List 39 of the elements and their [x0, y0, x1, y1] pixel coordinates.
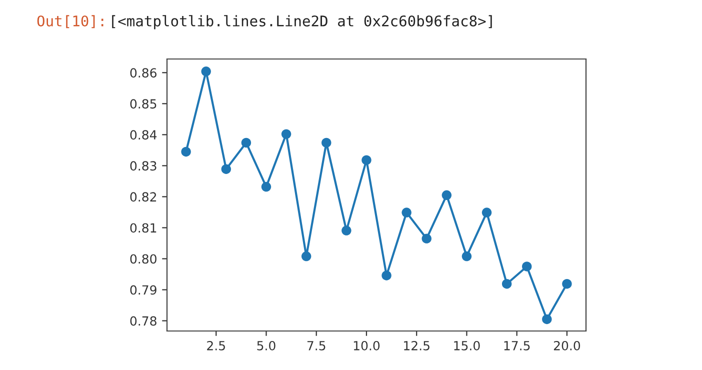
point [201, 66, 211, 76]
x-tick-label: 2.5 [207, 340, 225, 350]
y-tick-label: 0.81 [130, 223, 156, 233]
point [442, 190, 452, 200]
y-tick-label: 0.80 [130, 254, 156, 264]
text: [<matplotlib.lines.Line2D at 0x2c60b96fac8>] [112, 15, 492, 30]
point [522, 262, 532, 272]
y-tick-label: 0.79 [130, 285, 156, 295]
x-tick-label: 12.5 [404, 340, 430, 350]
y-tick-label: 0.83 [130, 161, 156, 171]
point [402, 208, 412, 218]
y-tick-label: 0.84 [130, 130, 157, 140]
point [322, 138, 332, 148]
point [542, 314, 552, 324]
point [281, 129, 292, 139]
point [181, 146, 191, 157]
point [502, 278, 512, 289]
x-tick-label: 10.0 [354, 340, 380, 350]
point [482, 208, 492, 218]
text: Out[10]: [37, 15, 104, 28]
point [462, 251, 472, 262]
x-tick-label: 5.0 [257, 340, 276, 350]
y-tick-label: 0.78 [130, 316, 156, 326]
y-tick-label: 0.82 [130, 192, 156, 202]
x-tick-label: 15.0 [454, 340, 480, 350]
point [562, 278, 572, 289]
x-tick-label: 7.5 [307, 341, 326, 350]
x-tick-label: 20.0 [554, 340, 580, 350]
point [342, 226, 352, 236]
y-tick-label: 0.86 [130, 68, 156, 78]
point [422, 234, 432, 244]
x-tick-label: 17.5 [504, 341, 530, 350]
point [241, 138, 252, 148]
point [261, 182, 272, 192]
y-tick-label: 0.85 [130, 99, 156, 109]
point [382, 270, 392, 280]
point [221, 164, 232, 174]
point [362, 155, 372, 165]
point [301, 251, 312, 262]
